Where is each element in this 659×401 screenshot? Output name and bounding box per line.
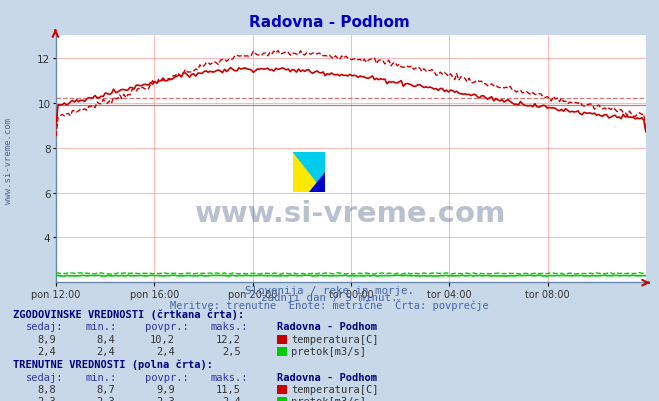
Text: 8,9: 8,9 xyxy=(38,334,56,344)
Text: sedaj:: sedaj: xyxy=(26,322,64,332)
Text: pretok[m3/s]: pretok[m3/s] xyxy=(291,346,366,356)
Text: 2,3: 2,3 xyxy=(38,396,56,401)
Text: www.si-vreme.com: www.si-vreme.com xyxy=(195,200,507,228)
Text: 10,2: 10,2 xyxy=(150,334,175,344)
Text: povpr.:: povpr.: xyxy=(145,322,188,332)
Text: povpr.:: povpr.: xyxy=(145,372,188,382)
Polygon shape xyxy=(293,152,325,192)
Text: pretok[m3/s]: pretok[m3/s] xyxy=(291,396,366,401)
Text: TRENUTNE VREDNOSTI (polna črta):: TRENUTNE VREDNOSTI (polna črta): xyxy=(13,358,213,369)
Text: Radovna - Podhom: Radovna - Podhom xyxy=(277,372,377,382)
Text: 2,4: 2,4 xyxy=(222,396,241,401)
Text: 2,4: 2,4 xyxy=(38,346,56,356)
Text: 2,4: 2,4 xyxy=(97,346,115,356)
Text: 8,4: 8,4 xyxy=(97,334,115,344)
Text: zadnji dan / 5 minut.: zadnji dan / 5 minut. xyxy=(261,293,398,303)
Text: ZGODOVINSKE VREDNOSTI (črtkana črta):: ZGODOVINSKE VREDNOSTI (črtkana črta): xyxy=(13,308,244,319)
Text: 8,8: 8,8 xyxy=(38,384,56,394)
Text: min.:: min.: xyxy=(86,322,117,332)
Text: Radovna - Podhom: Radovna - Podhom xyxy=(277,322,377,332)
Text: 2,3: 2,3 xyxy=(156,396,175,401)
Text: maks.:: maks.: xyxy=(211,322,248,332)
Text: maks.:: maks.: xyxy=(211,372,248,382)
Text: 11,5: 11,5 xyxy=(215,384,241,394)
Text: 2,5: 2,5 xyxy=(222,346,241,356)
Text: www.si-vreme.com: www.si-vreme.com xyxy=(4,117,13,203)
Text: temperatura[C]: temperatura[C] xyxy=(291,334,379,344)
Polygon shape xyxy=(293,152,325,192)
Text: Meritve: trenutne  Enote: metrične  Črta: povprečje: Meritve: trenutne Enote: metrične Črta: … xyxy=(170,298,489,310)
Text: min.:: min.: xyxy=(86,372,117,382)
Text: temperatura[C]: temperatura[C] xyxy=(291,384,379,394)
Text: 2,3: 2,3 xyxy=(97,396,115,401)
Polygon shape xyxy=(309,172,325,192)
Text: sedaj:: sedaj: xyxy=(26,372,64,382)
Text: Radovna - Podhom: Radovna - Podhom xyxy=(249,14,410,30)
Text: 9,9: 9,9 xyxy=(156,384,175,394)
Text: 12,2: 12,2 xyxy=(215,334,241,344)
Text: 8,7: 8,7 xyxy=(97,384,115,394)
Text: 2,4: 2,4 xyxy=(156,346,175,356)
Text: Slovenija / reke in morje.: Slovenija / reke in morje. xyxy=(245,286,414,296)
